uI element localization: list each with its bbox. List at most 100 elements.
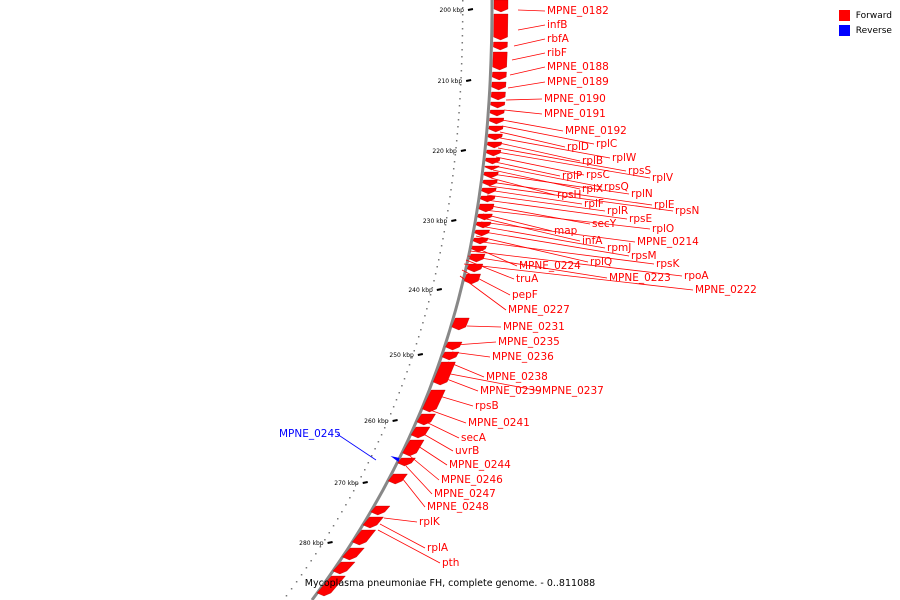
gene-label[interactable]: MPNE_0239 xyxy=(480,385,542,397)
gene-label[interactable]: rpsQ xyxy=(604,181,629,193)
gene-label[interactable]: rpsC xyxy=(586,169,610,181)
gene-label[interactable]: rplV xyxy=(652,172,674,184)
gene-label[interactable]: rplW xyxy=(612,152,637,164)
gene-label[interactable]: rpoA xyxy=(684,270,709,282)
gene-block[interactable] xyxy=(474,229,490,237)
gene-label[interactable]: MPNE_0188 xyxy=(547,61,609,73)
gene-block[interactable] xyxy=(483,171,499,179)
gene-block[interactable] xyxy=(445,341,463,351)
gene-label[interactable]: rplN xyxy=(631,188,653,200)
legend-reverse[interactable]: Reverse xyxy=(838,23,892,38)
gene-label[interactable]: ribF xyxy=(547,47,567,59)
gene-label[interactable]: rplX xyxy=(582,183,603,195)
gene-labels[interactable]: MPNE_0182 infB rbfA ribF MPNE_0188 MPNE_0189 M… xyxy=(279,5,757,569)
gene-label[interactable]: MPNE_0235 xyxy=(498,336,560,348)
gene-label[interactable]: MPNE_0247 xyxy=(434,488,496,500)
gene-label[interactable]: MPNE_0238 xyxy=(486,371,548,383)
gene-label[interactable]: MPNE_0227 xyxy=(508,304,570,316)
gene-label[interactable]: rpsN xyxy=(675,205,699,217)
gene-block[interactable] xyxy=(490,101,506,109)
gene-label[interactable]: MPNE_0190 xyxy=(544,93,606,105)
gene-label[interactable]: rplP xyxy=(562,170,582,182)
gene-block[interactable] xyxy=(422,389,446,413)
gene-label[interactable]: infB xyxy=(547,19,567,31)
gene-label[interactable]: infA xyxy=(582,235,603,247)
gene-label[interactable]: secY xyxy=(592,218,617,230)
gene-label[interactable]: MPNE_0231 xyxy=(503,321,565,333)
gene-label[interactable]: pepF xyxy=(512,289,538,301)
gene-block[interactable] xyxy=(489,117,505,125)
gene-block[interactable] xyxy=(432,361,456,386)
gene-block[interactable] xyxy=(493,41,508,51)
gene-label[interactable]: pth xyxy=(442,557,459,569)
gene-block[interactable] xyxy=(475,221,492,229)
gene-block[interactable] xyxy=(397,457,416,467)
gene-label[interactable]: rpsE xyxy=(629,213,652,225)
gene-block[interactable] xyxy=(332,561,356,575)
gene-block[interactable] xyxy=(493,13,509,41)
gene-label[interactable]: MPNE_0237 xyxy=(542,385,604,397)
gene-label[interactable]: MPNE_0182 xyxy=(547,5,609,17)
gene-block[interactable] xyxy=(488,125,504,133)
gene-block[interactable] xyxy=(489,109,505,117)
gene-label[interactable]: rplK xyxy=(419,516,441,528)
gene-block[interactable] xyxy=(484,165,500,171)
gene-block[interactable] xyxy=(493,0,509,13)
gene-label[interactable]: MPNE_0191 xyxy=(544,108,606,120)
gene-label[interactable]: rplB xyxy=(582,155,603,167)
gene-block[interactable] xyxy=(487,141,502,149)
gene-label[interactable]: rpsS xyxy=(628,165,651,177)
gene-label[interactable]: MPNE_0189 xyxy=(547,76,609,88)
gene-block[interactable] xyxy=(441,351,460,361)
gene-block[interactable] xyxy=(491,81,507,91)
gene-label[interactable]: uvrB xyxy=(455,445,479,457)
gene-label[interactable]: rpsB xyxy=(475,400,499,412)
gene-label[interactable]: MPNE_0236 xyxy=(492,351,554,363)
gene-block[interactable] xyxy=(352,529,377,546)
gene-label[interactable]: rplC xyxy=(596,138,617,150)
gene-label[interactable]: rbfA xyxy=(547,33,570,45)
gene-label[interactable]: MPNE_0223 xyxy=(609,272,671,284)
gene-label[interactable]: MPNE_0222 xyxy=(695,284,757,296)
gene-label[interactable]: rplQ xyxy=(590,256,612,268)
gene-block[interactable] xyxy=(492,51,508,71)
gene-block[interactable] xyxy=(342,547,365,561)
gene-label[interactable]: truA xyxy=(516,273,539,285)
gene-block[interactable] xyxy=(492,71,507,81)
gene-block[interactable] xyxy=(451,317,470,331)
gene-label[interactable]: rpsK xyxy=(656,258,680,270)
gene-label[interactable]: rpsH xyxy=(557,189,581,201)
gene-block[interactable] xyxy=(362,516,384,529)
gene-label[interactable]: rplF xyxy=(584,198,604,210)
gene-block[interactable] xyxy=(416,413,436,426)
gene-label[interactable]: rplR xyxy=(607,205,628,217)
gene-label[interactable]: rpmJ xyxy=(607,242,631,254)
gene-label[interactable]: MPNE_0241 xyxy=(468,417,530,429)
gene-label[interactable]: MPNE_0224 xyxy=(519,260,581,272)
gene-block[interactable] xyxy=(486,149,502,157)
gene-label[interactable]: rplA xyxy=(427,542,449,554)
gene-label[interactable]: map xyxy=(554,225,578,237)
gene-block[interactable] xyxy=(370,505,391,516)
gene-label[interactable]: MPNE_0244 xyxy=(449,459,511,471)
gene-block[interactable] xyxy=(402,439,425,457)
gene-label[interactable]: MPNE_0246 xyxy=(441,474,503,486)
gene-label[interactable]: secA xyxy=(461,432,487,444)
gene-block[interactable] xyxy=(490,91,506,101)
gene-label[interactable]: rpsM xyxy=(631,250,657,262)
gene-label[interactable]: rplO xyxy=(652,223,674,235)
gene-label[interactable]: MPNE_0245 xyxy=(279,428,341,440)
gene-block[interactable] xyxy=(481,187,497,195)
gene-label[interactable]: MPNE_0214 xyxy=(637,236,699,248)
gene-block[interactable] xyxy=(316,575,346,597)
gene-label[interactable]: rplD xyxy=(567,141,589,153)
gene-label[interactable]: MPNE_0192 xyxy=(565,125,627,137)
gene-label[interactable]: rplE xyxy=(654,199,675,211)
reverse-gene-block[interactable] xyxy=(390,456,400,462)
gene-block[interactable] xyxy=(487,133,503,141)
gene-block[interactable] xyxy=(482,179,498,187)
gene-block[interactable] xyxy=(485,157,501,165)
gene-block[interactable] xyxy=(387,473,408,485)
legend-forward[interactable]: Forward xyxy=(838,8,892,23)
gene-label[interactable]: MPNE_0248 xyxy=(427,501,489,513)
